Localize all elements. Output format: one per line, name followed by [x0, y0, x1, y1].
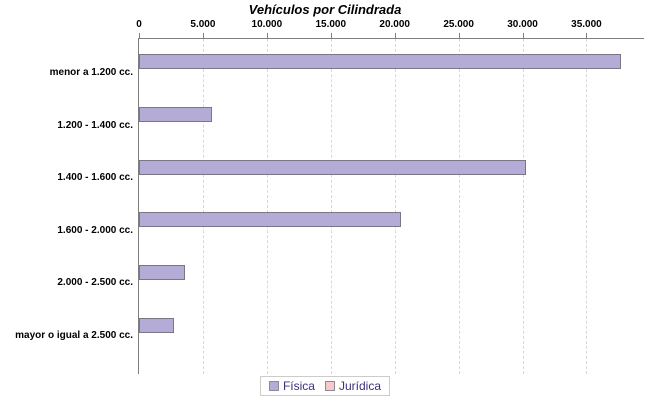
x-axis-tick-label: 25.000 — [443, 19, 474, 30]
x-axis-tick-mark — [330, 33, 332, 39]
legend-swatch — [324, 381, 335, 391]
bar-física — [139, 54, 621, 69]
chart-title: Vehículos por Cilindrada — [248, 2, 402, 17]
gridline — [458, 39, 460, 374]
x-axis-tick-mark — [202, 33, 204, 39]
x-axis-tick-mark — [522, 33, 524, 39]
category-label: mayor o igual a 2.500 cc. — [15, 330, 133, 341]
category-label: 2.000 - 2.500 cc. — [57, 277, 133, 289]
gridline — [394, 39, 396, 374]
category-label: 1.600 - 2.000 cc. — [57, 224, 133, 236]
legend: Física Jurídica — [259, 376, 391, 396]
x-axis-tick-mark — [266, 33, 268, 39]
x-axis-tick-label: 20.000 — [379, 19, 410, 30]
gridline — [266, 39, 268, 374]
bar-física — [139, 106, 212, 122]
legend-item-jurídica: Jurídica — [324, 379, 382, 393]
x-axis-tick-label: 15.000 — [315, 19, 347, 30]
x-axis-tick-label: 5.000 — [190, 19, 216, 30]
x-axis-tick-mark — [586, 33, 588, 39]
legend-label: Jurídica — [338, 379, 382, 393]
x-axis-tick-mark — [394, 33, 396, 39]
gridline — [586, 39, 588, 374]
category-label: menor a 1.200 cc. — [49, 67, 133, 78]
bar-física — [139, 159, 527, 175]
x-axis-tick-label: 10.000 — [251, 19, 283, 30]
x-axis-tick-label: 35.000 — [571, 19, 602, 30]
gridline — [522, 39, 524, 374]
category-label: 1.400 - 1.600 cc. — [57, 172, 133, 184]
plot-area: 0 5.000 10.000 15.000 20.000 25.000 30.000 35.0… — [136, 19, 644, 374]
legend-label: Física — [282, 379, 315, 393]
x-axis-tick-label: 30.000 — [507, 19, 538, 30]
x-axis-tick-mark — [139, 33, 140, 39]
bar-física — [139, 212, 402, 228]
legend-swatch — [268, 381, 279, 391]
legend-item-física: Física — [268, 379, 315, 393]
x-axis-tick-label: 0 — [136, 19, 142, 30]
category-label: 1.200 - 1.400 cc. — [57, 119, 133, 131]
gridline — [202, 39, 204, 374]
bar-física — [139, 318, 174, 333]
bar-física — [139, 265, 186, 281]
x-axis-tick-mark — [458, 33, 460, 39]
gridline — [330, 39, 332, 374]
